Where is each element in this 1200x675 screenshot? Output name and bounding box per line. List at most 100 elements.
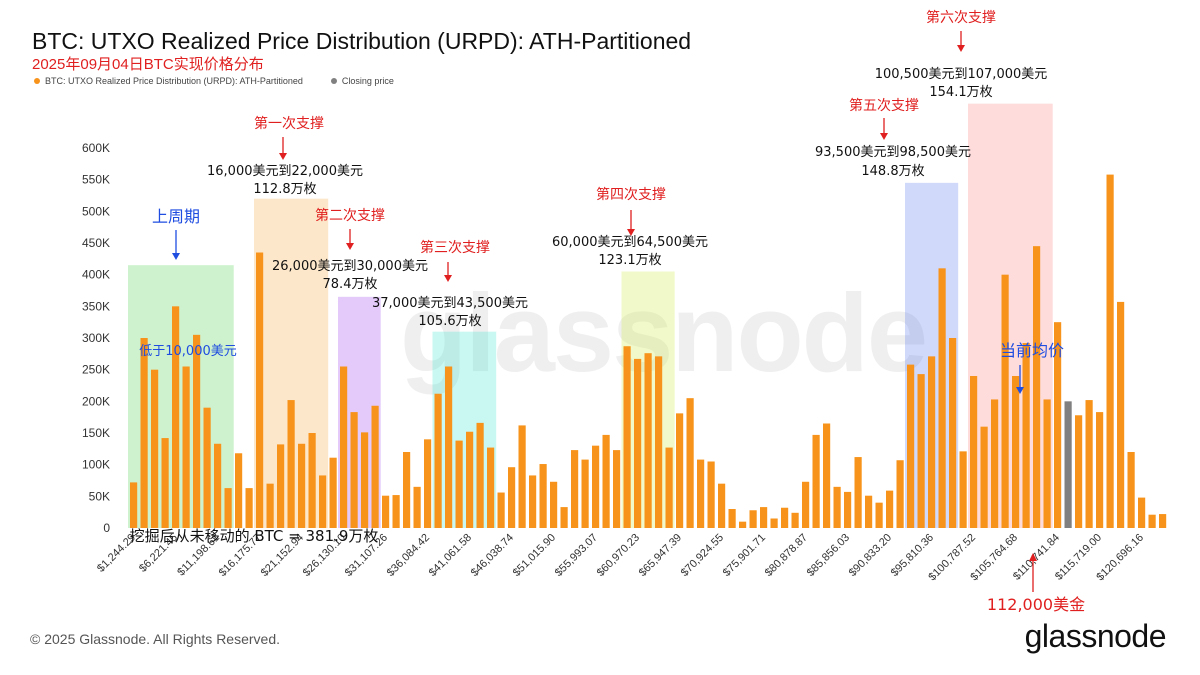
y-tick-label: 350K [82, 299, 110, 313]
urpd-bar [581, 459, 589, 528]
y-tick-label: 250K [82, 363, 110, 377]
urpd-bar [718, 483, 726, 528]
urpd-bar [1043, 399, 1051, 528]
anno-support-6-range: 100,500美元到107,000美元 [875, 67, 1048, 82]
urpd-bar [644, 353, 652, 528]
urpd-bar [623, 346, 631, 528]
chart-legend: BTC: UTXO Realized Price Distribution (U… [34, 76, 394, 86]
urpd-bar [896, 460, 904, 528]
legend-label-closing: Closing price [341, 76, 394, 86]
legend-item-closing[interactable]: Closing price [330, 76, 394, 86]
urpd-bar [193, 334, 201, 528]
urpd-bar [833, 486, 841, 528]
urpd-bar [287, 400, 295, 528]
urpd-bar [340, 366, 348, 528]
y-tick-label: 550K [82, 173, 110, 187]
urpd-bar [812, 434, 820, 528]
legend-dot-urpd [34, 78, 40, 84]
anno-support-5-range: 93,500美元到98,500美元 [815, 145, 971, 160]
urpd-bar [560, 507, 568, 528]
urpd-bar [1106, 174, 1114, 528]
chart-subtitle: 2025年09月04日BTC实现价格分布 [32, 56, 264, 73]
urpd-bar [875, 502, 883, 528]
x-tick-label: $60,970.23 [595, 532, 642, 579]
legend-dot-closing [330, 78, 337, 84]
urpd-bar [130, 482, 138, 528]
y-tick-label: 200K [82, 394, 110, 408]
y-tick-label: 0 [103, 521, 110, 535]
anno-support-2-range: 26,000美元到30,000美元 [272, 259, 428, 274]
urpd-bar [550, 481, 558, 528]
x-tick-label: $70,924.55 [679, 532, 726, 579]
x-tick-label: $51,015.90 [511, 532, 558, 579]
arrow-current-avg-head [1016, 387, 1024, 394]
urpd-bar [980, 426, 988, 528]
anno-support-4-range: 60,000美元到64,500美元 [552, 235, 708, 250]
anno-support-1-range: 16,000美元到22,000美元 [207, 164, 363, 179]
urpd-bar [434, 393, 442, 528]
urpd-bar [371, 405, 379, 528]
urpd-bar [991, 399, 999, 528]
urpd-bar [686, 398, 694, 528]
arrow-support-1-head [279, 153, 287, 160]
urpd-bar [907, 364, 915, 528]
urpd-bar [445, 366, 453, 528]
urpd-bar [676, 413, 684, 528]
x-tick-label: $65,947.39 [637, 532, 684, 579]
urpd-bar [886, 490, 894, 528]
anno-support-3-range: 37,000美元到43,500美元 [372, 296, 528, 311]
urpd-bar [970, 376, 978, 528]
urpd-bar [781, 507, 789, 528]
urpd-bar [413, 486, 421, 528]
support-band-4 [432, 331, 497, 528]
urpd-bar [203, 407, 211, 528]
urpd-bar [1138, 497, 1146, 528]
arrow-support-6-head [957, 45, 965, 52]
urpd-bar [739, 521, 747, 528]
urpd-bar [655, 356, 663, 528]
urpd-bar [917, 374, 925, 528]
anno-support-4: 第四次支撑 [596, 186, 666, 203]
urpd-bar [844, 491, 852, 528]
legend-item-urpd[interactable]: BTC: UTXO Realized Price Distribution (U… [34, 76, 303, 86]
urpd-bar [697, 459, 705, 528]
urpd-bar [949, 338, 957, 528]
x-tick-label: $55,993.07 [553, 532, 600, 579]
x-tick-label: $41,061.58 [427, 532, 474, 579]
urpd-bar [1012, 376, 1020, 528]
y-tick-label: 500K [82, 204, 110, 218]
urpd-bar [256, 252, 264, 528]
urpd-bar [1075, 415, 1083, 528]
urpd-bar [928, 356, 936, 528]
x-tick-label: $36,084.42 [385, 532, 432, 579]
arrow-support-2-head [346, 243, 354, 250]
anno-prev-cycle: 上周期 [152, 207, 200, 226]
y-tick-label: 300K [82, 331, 110, 345]
urpd-bar [214, 443, 222, 528]
urpd-bar [791, 512, 799, 528]
urpd-bar [728, 509, 736, 528]
arrow-112k-head [1029, 553, 1037, 561]
x-tick-label: $90,833.20 [847, 532, 894, 579]
urpd-bar [602, 434, 610, 528]
urpd-bar [749, 510, 757, 528]
urpd-bar [529, 475, 537, 528]
urpd-bar [224, 488, 232, 528]
urpd-bar [424, 439, 432, 528]
urpd-bar [329, 457, 337, 528]
urpd-bar [1054, 322, 1062, 528]
urpd-bar [455, 440, 463, 528]
anno-support-1-amount: 112.8万枚 [253, 182, 316, 197]
urpd-bar [760, 507, 768, 528]
urpd-bar [959, 451, 967, 528]
copyright-footer: © 2025 Glassnode. All Rights Reserved. [30, 631, 281, 647]
y-tick-label: 150K [82, 426, 110, 440]
urpd-bar [707, 461, 715, 528]
x-tick-label: $75,901.71 [721, 532, 768, 579]
urpd-bar [571, 450, 579, 528]
arrow-support-3-head [444, 275, 452, 282]
urpd-bar [235, 453, 243, 528]
anno-112k: 112,000美金 [987, 595, 1085, 614]
